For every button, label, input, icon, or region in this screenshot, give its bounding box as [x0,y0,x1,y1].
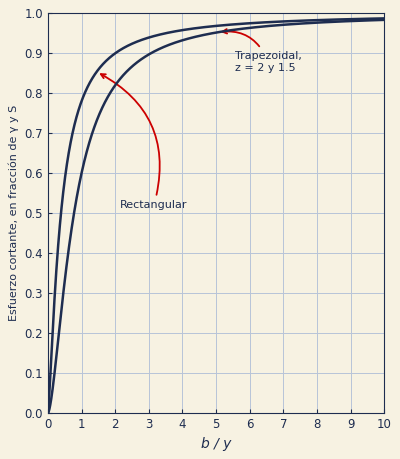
Y-axis label: Esfuerzo cortante, en fracción de γ y S: Esfuerzo cortante, en fracción de γ y S [8,105,19,321]
X-axis label: b / y: b / y [201,437,231,451]
Text: Rectangular: Rectangular [101,74,188,210]
Text: Trapezoidal,
z = 2 y 1.5: Trapezoidal, z = 2 y 1.5 [222,29,302,73]
